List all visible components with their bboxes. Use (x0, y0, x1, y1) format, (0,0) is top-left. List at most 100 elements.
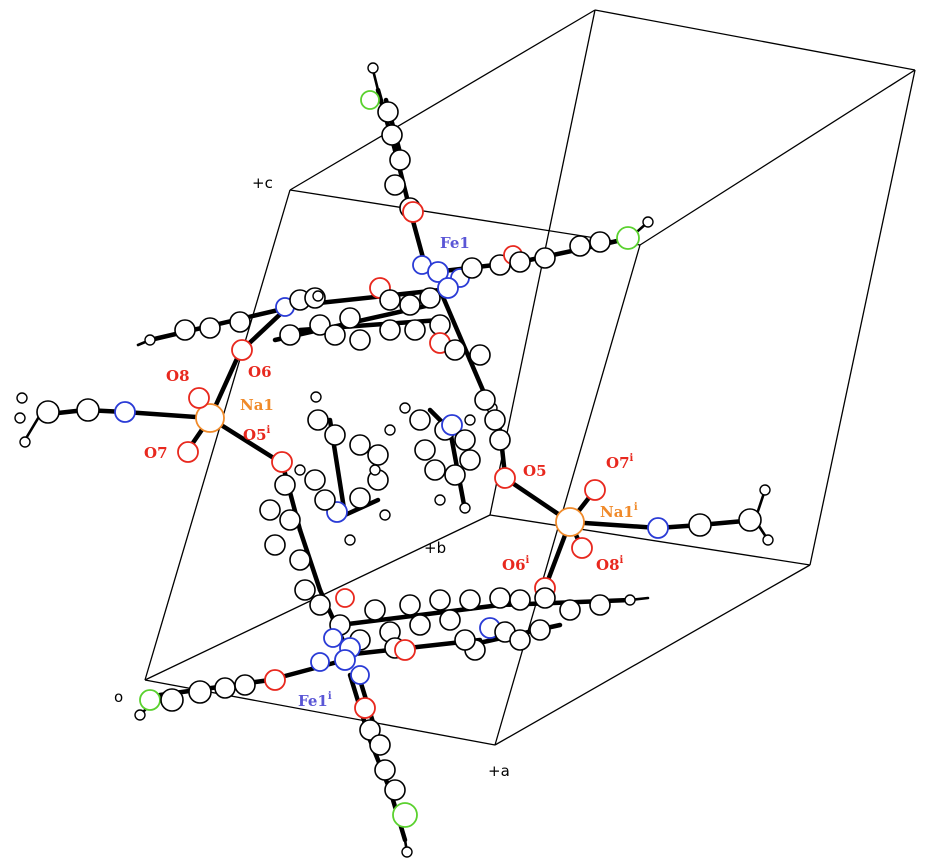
label-na1i-sup: i (634, 502, 638, 513)
atom-h-10 (344, 534, 356, 546)
atom-c-80 (188, 680, 212, 704)
atom-c-21 (399, 294, 421, 316)
atom-n-12 (310, 652, 330, 672)
atom-c-3 (389, 149, 411, 171)
atom-f-1 (360, 90, 380, 110)
atoms (14, 62, 774, 858)
axis-label-c: +c (252, 174, 273, 192)
atom-c-50 (688, 513, 712, 537)
atom-c-26 (404, 319, 426, 341)
atom-c-71 (409, 614, 431, 636)
atom-c-31 (36, 400, 60, 424)
atom-h-9 (294, 464, 306, 476)
atom-c-39 (304, 469, 326, 491)
label-na1: Na1 (240, 396, 274, 414)
atom-c-23 (324, 324, 346, 346)
atom-c-17 (279, 324, 301, 346)
atom-c-22 (419, 287, 441, 309)
atom-c-84 (369, 734, 391, 756)
atom-n-4 (437, 277, 459, 299)
atom-c-10 (569, 235, 591, 257)
atom-c-27 (429, 314, 451, 336)
atom-na-1 (195, 403, 225, 433)
label-o7i-main: O7 (606, 454, 630, 472)
atom-c-53 (259, 499, 281, 521)
atom-c-60 (364, 599, 386, 621)
atom-c-65 (509, 589, 531, 611)
atom-c-56 (289, 549, 311, 571)
atom-c-8 (509, 251, 531, 273)
atom-c-42 (454, 429, 476, 451)
atom-c-72 (439, 609, 461, 631)
atom-h-21 (624, 594, 636, 606)
atom-h-16 (459, 502, 471, 514)
atom-h-22 (134, 709, 146, 721)
label-o7i-sup: i (630, 453, 634, 464)
atom-c-58 (309, 594, 331, 616)
label-fe1i-main: Fe1 (298, 692, 328, 710)
atom-c-11 (589, 231, 611, 253)
atom-fe-2 (334, 649, 356, 671)
atom-n-8 (647, 517, 669, 539)
label-o7: O7 (144, 444, 168, 462)
atom-c-38 (314, 489, 336, 511)
atom-h-15 (434, 494, 446, 506)
label-fe1-main: Fe1 (440, 234, 470, 252)
atom-h-11 (379, 509, 391, 521)
label-o5: O5 (523, 462, 547, 480)
atom-c-32 (307, 409, 329, 431)
atom-h-4 (312, 290, 324, 302)
label-fe1i-sup: i (328, 691, 332, 702)
atom-na-2 (555, 507, 585, 537)
atom-h-17 (464, 414, 476, 426)
atom-c-40 (409, 409, 431, 431)
atom-c-81 (214, 677, 236, 699)
atom-c-54 (279, 509, 301, 531)
atom-c-49 (489, 429, 511, 451)
atom-c-33 (324, 424, 346, 446)
atom-c-86 (384, 779, 406, 801)
label-o8i: O8i (596, 555, 624, 574)
atom-c-18 (309, 314, 331, 336)
atom-h-14 (399, 402, 411, 414)
atom-c-46 (414, 439, 436, 461)
label-fe1i: Fe1i (298, 691, 332, 710)
atom-c-63 (459, 589, 481, 611)
atom-o-1 (402, 201, 424, 223)
atom-n-7 (441, 414, 463, 436)
atom-c-29 (469, 344, 491, 366)
atom-c-25 (379, 319, 401, 341)
atom-c-14 (229, 311, 251, 333)
label-o5i-main: O5 (243, 426, 267, 444)
atom-h-12 (384, 424, 396, 436)
atom-c-9 (534, 247, 556, 269)
atom-o-13 (335, 588, 355, 608)
atom-c-35 (367, 444, 389, 466)
atom-o-9 (494, 467, 516, 489)
atom-h-6 (14, 412, 26, 424)
label-o5-main: O5 (523, 462, 547, 480)
atom-c-47 (474, 389, 496, 411)
atom-f-4 (392, 802, 418, 828)
atom-f-2 (616, 226, 640, 250)
atom-o-8 (271, 451, 293, 473)
label-o6i-main: O6 (502, 556, 526, 574)
label-na1-main: Na1 (240, 396, 274, 414)
atom-o-5 (231, 339, 253, 361)
atom-c-67 (559, 599, 581, 621)
atom-c-55 (264, 534, 286, 556)
atom-c-30 (76, 398, 100, 422)
atom-h-13 (369, 464, 381, 476)
atom-c-34 (349, 434, 371, 456)
atom-c-13 (199, 317, 221, 339)
atom-c-75 (529, 619, 551, 641)
atom-c-52 (274, 474, 296, 496)
label-o5i-sup: i (267, 425, 271, 436)
atom-c-45 (424, 459, 446, 481)
atom-h-5 (16, 392, 28, 404)
atom-c-48 (484, 409, 506, 431)
atom-h-20 (762, 534, 774, 546)
axis-labels: +c +b +a o (114, 174, 510, 780)
